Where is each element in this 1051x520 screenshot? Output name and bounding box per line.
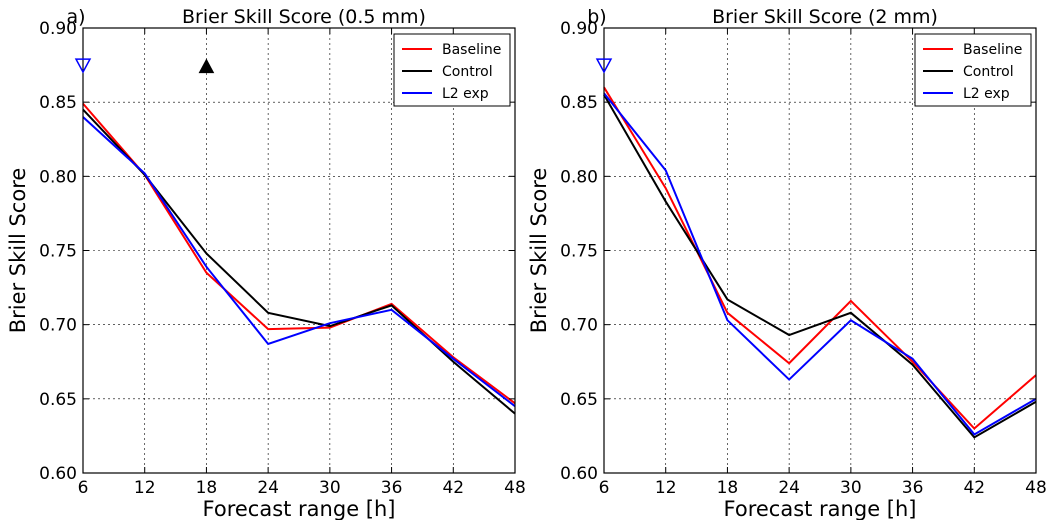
series-line-baseline [82,102,516,405]
x-tick-label: 12 [134,478,156,498]
legend-label: Control [963,64,1014,80]
panel-label: b) [587,6,606,28]
x-tick-label: 6 [78,478,89,498]
x-tick-label: 36 [381,478,403,498]
y-tick-label: 0.70 [39,316,77,336]
y-tick-label: 0.90 [560,19,598,39]
x-axis-label: Forecast range [h] [203,497,396,520]
series-line-l2-exp [82,116,516,408]
panel-b: 6 12 18 24 30 36 42 48 0.60 0.65 0.70 0.75 0.80 0.85 0… [527,6,1047,520]
x-tick-label: 30 [840,478,862,498]
x-tick-label: 12 [655,478,677,498]
y-tick-label: 0.85 [560,93,598,113]
y-tick-label: 0.65 [560,390,598,410]
series-line-l2-exp [603,92,1037,436]
y-tick-label: 0.60 [560,464,598,484]
panel-a: 6 12 18 24 30 36 42 48 0.60 0.65 0.70 0.75 0.80 0.85 0… [6,6,526,520]
y-tick-label: 0.75 [560,242,598,262]
y-tick-label: 0.70 [560,316,598,336]
y-tick-label: 0.60 [39,464,77,484]
y-tick-label: 0.65 [39,390,77,410]
x-tick-label: 18 [196,478,218,498]
legend-label: Control [442,64,493,80]
legend-label: L2 exp [442,86,489,102]
legend: Baseline Control L2 exp [914,33,1032,107]
y-tick-label: 0.80 [39,167,77,187]
y-tick-label: 0.85 [39,93,77,113]
series-line-baseline [603,86,1037,430]
marker-triangle-up [198,58,215,74]
y-axis-label: Brier Skill Score [6,168,30,334]
series-line-control [82,108,516,415]
legend: Baseline Control L2 exp [393,33,511,107]
x-tick-label: 42 [963,478,985,498]
y-tick-label: 0.90 [39,19,77,39]
chart-title: Brier Skill Score (2 mm) [712,6,938,28]
y-axis-label: Brier Skill Score [527,168,551,334]
series-line-control [603,94,1037,439]
x-tick-label: 48 [1025,478,1047,498]
x-tick-label: 24 [778,478,800,498]
x-axis-label: Forecast range [h] [724,497,917,520]
x-tick-label: 42 [442,478,464,498]
x-tick-label: 30 [319,478,341,498]
y-tick-label: 0.80 [560,167,598,187]
panel-label: a) [66,6,85,28]
x-tick-label: 48 [504,478,526,498]
x-tick-label: 36 [902,478,924,498]
legend-label: Baseline [963,42,1022,58]
marker-triangle-down [595,58,613,74]
x-tick-label: 6 [599,478,610,498]
chart-title: Brier Skill Score (0.5 mm) [182,6,426,28]
x-tick-label: 24 [257,478,279,498]
x-tick-label: 18 [717,478,739,498]
marker-triangle-down [74,58,92,74]
y-tick-label: 0.75 [39,242,77,262]
legend-label: Baseline [442,42,501,58]
legend-label: L2 exp [963,86,1010,102]
